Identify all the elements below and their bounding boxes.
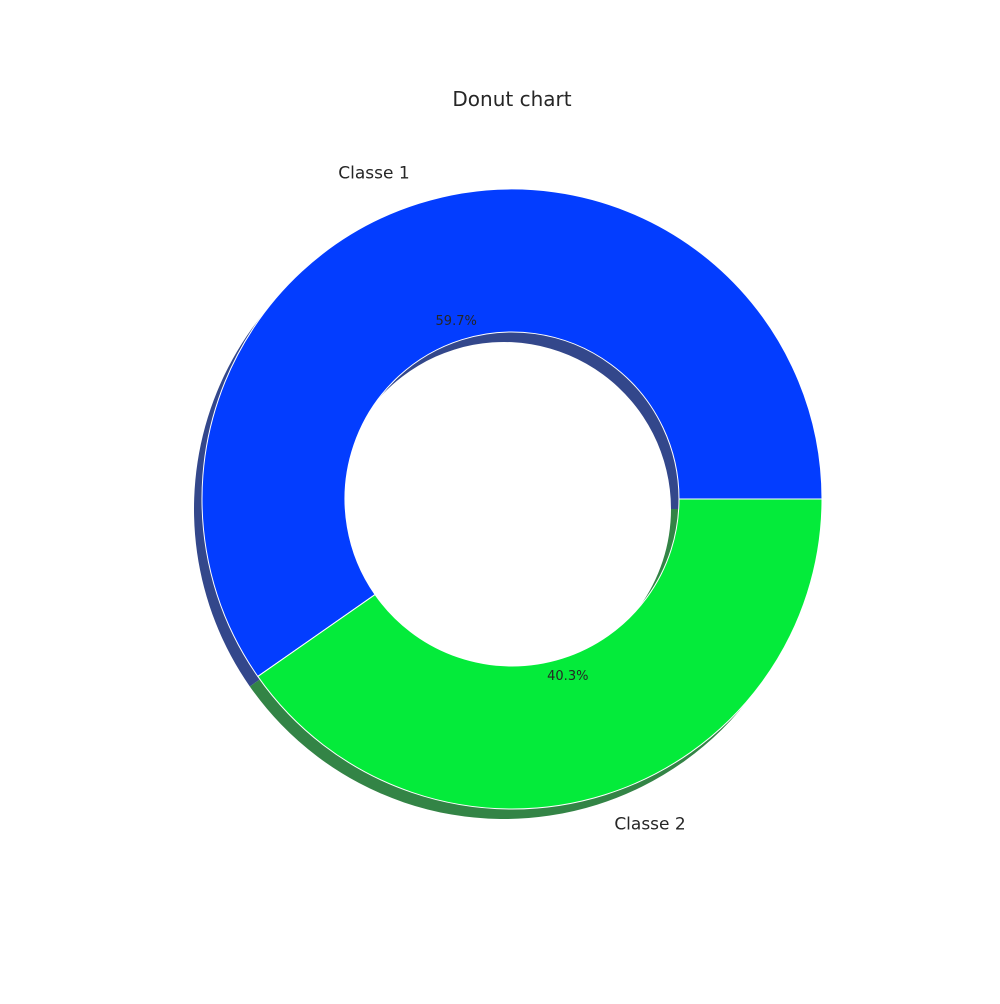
slice-labels: Classe 1 59.7% Classe 2 40.3% [338,164,685,835]
slice-percent-label-1: 59.7% [436,314,477,329]
slice-label-2: Classe 2 [614,814,685,834]
slice-label-1: Classe 1 [338,164,409,184]
donut-slices [201,188,823,810]
donut-slice-1 [201,188,823,677]
chart-title: Donut chart [452,87,571,111]
donut-slice-2 [257,498,823,810]
slice-percent-label-2: 40.3% [547,669,588,684]
